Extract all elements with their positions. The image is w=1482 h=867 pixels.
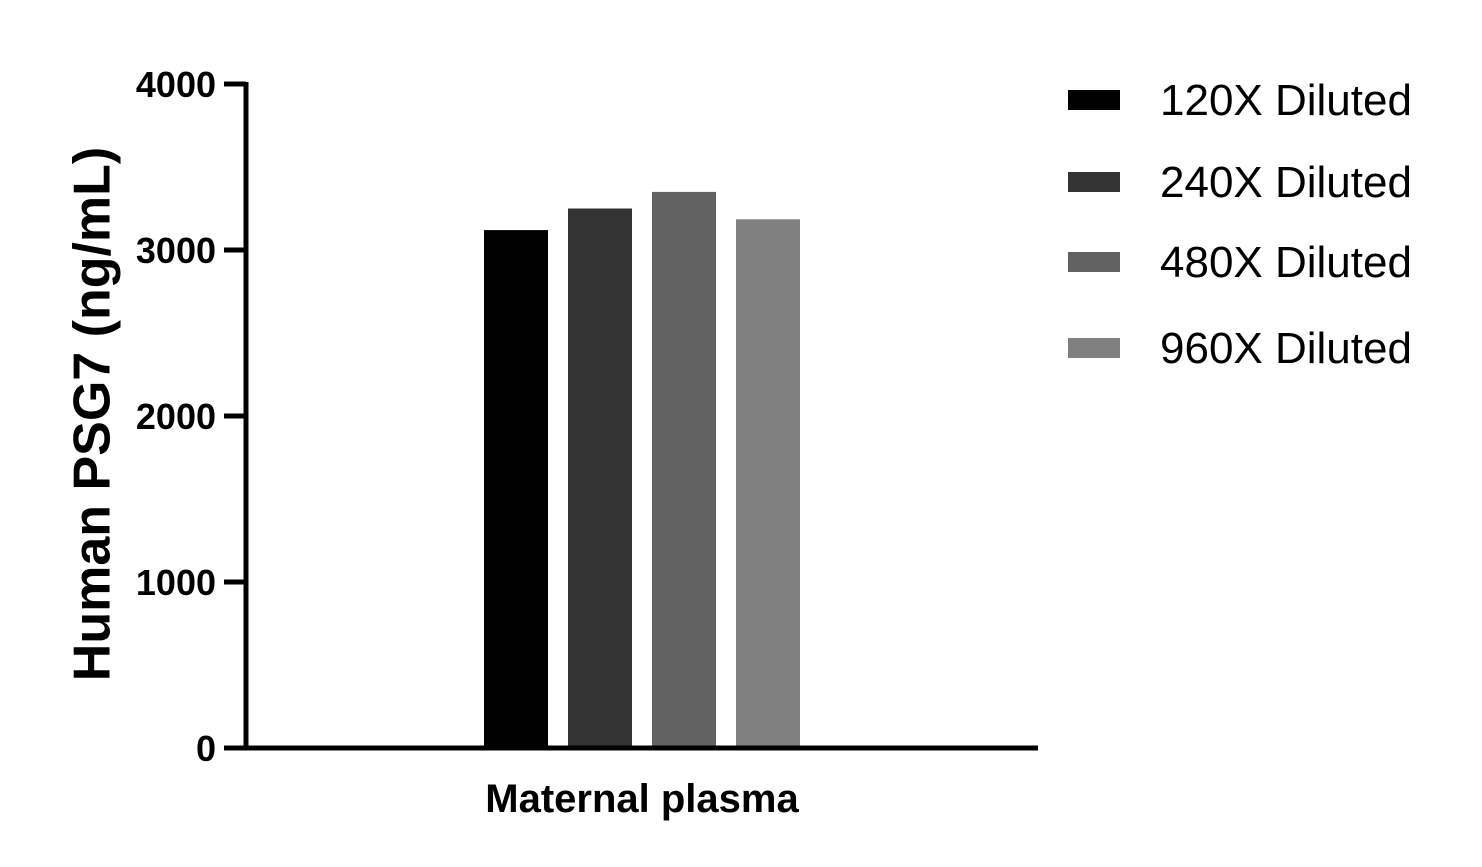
legend-swatch (1068, 252, 1120, 272)
legend-label: 960X Diluted (1160, 324, 1412, 373)
legend-label: 480X Diluted (1160, 238, 1412, 287)
y-tick-label: 2000 (136, 396, 216, 437)
bar-480x-diluted (652, 191, 716, 748)
y-tick-label: 3000 (136, 230, 216, 271)
y-tick-label: 0 (196, 728, 216, 769)
bars (484, 191, 800, 749)
legend-swatch (1068, 172, 1120, 192)
y-tick-label: 4000 (136, 64, 216, 105)
y-tick-label: 1000 (136, 562, 216, 603)
legend: 120X Diluted 240X Diluted 480X Diluted 960X… (1068, 76, 1412, 373)
legend-label: 240X Diluted (1160, 158, 1412, 207)
legend-swatch (1068, 338, 1120, 358)
legend-swatch (1068, 90, 1120, 110)
legend-label: 120X Diluted (1160, 76, 1412, 125)
y-axis-title: Human PSG7 (ng/mL) (64, 147, 122, 681)
bar-120x-diluted (484, 230, 548, 748)
bar-240x-diluted (568, 208, 632, 748)
y-axis-ticks: 0 1000 2000 3000 4000 (136, 64, 246, 769)
bar-960x-diluted (736, 219, 800, 749)
x-category-label: Maternal plasma (485, 777, 799, 821)
